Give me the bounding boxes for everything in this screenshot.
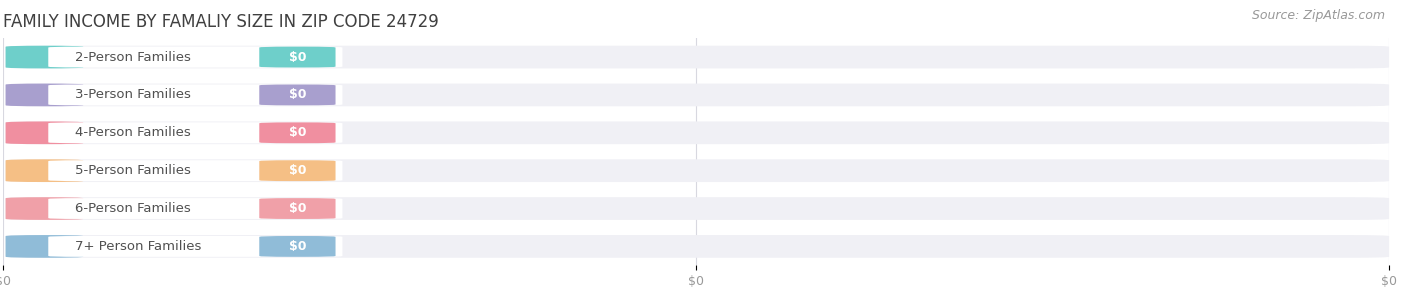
FancyBboxPatch shape	[259, 47, 336, 67]
FancyBboxPatch shape	[6, 197, 83, 220]
FancyBboxPatch shape	[48, 122, 343, 143]
Text: $0: $0	[288, 240, 307, 253]
Text: 3-Person Families: 3-Person Families	[76, 88, 191, 102]
Text: $0: $0	[288, 88, 307, 102]
Text: 2-Person Families: 2-Person Families	[76, 51, 191, 63]
FancyBboxPatch shape	[48, 47, 343, 67]
FancyBboxPatch shape	[259, 160, 336, 181]
FancyBboxPatch shape	[259, 236, 336, 257]
FancyBboxPatch shape	[48, 160, 343, 181]
FancyBboxPatch shape	[6, 197, 1389, 220]
FancyBboxPatch shape	[48, 84, 343, 105]
Text: $0: $0	[288, 51, 307, 63]
FancyBboxPatch shape	[6, 159, 83, 182]
Text: $0: $0	[288, 126, 307, 139]
FancyBboxPatch shape	[6, 159, 1389, 182]
Text: 5-Person Families: 5-Person Families	[76, 164, 191, 177]
FancyBboxPatch shape	[6, 121, 83, 144]
FancyBboxPatch shape	[6, 46, 83, 68]
FancyBboxPatch shape	[259, 198, 336, 219]
FancyBboxPatch shape	[48, 198, 343, 219]
Text: 6-Person Families: 6-Person Families	[76, 202, 191, 215]
Text: FAMILY INCOME BY FAMALIY SIZE IN ZIP CODE 24729: FAMILY INCOME BY FAMALIY SIZE IN ZIP COD…	[3, 13, 439, 31]
Text: 7+ Person Families: 7+ Person Families	[76, 240, 202, 253]
FancyBboxPatch shape	[6, 121, 1389, 144]
FancyBboxPatch shape	[6, 46, 1389, 68]
Text: $0: $0	[288, 202, 307, 215]
FancyBboxPatch shape	[6, 235, 1389, 258]
FancyBboxPatch shape	[6, 84, 83, 106]
FancyBboxPatch shape	[259, 122, 336, 143]
FancyBboxPatch shape	[259, 84, 336, 105]
Text: 4-Person Families: 4-Person Families	[76, 126, 191, 139]
FancyBboxPatch shape	[48, 236, 343, 257]
Text: Source: ZipAtlas.com: Source: ZipAtlas.com	[1251, 9, 1385, 22]
FancyBboxPatch shape	[6, 235, 83, 258]
Text: $0: $0	[288, 164, 307, 177]
FancyBboxPatch shape	[6, 84, 1389, 106]
